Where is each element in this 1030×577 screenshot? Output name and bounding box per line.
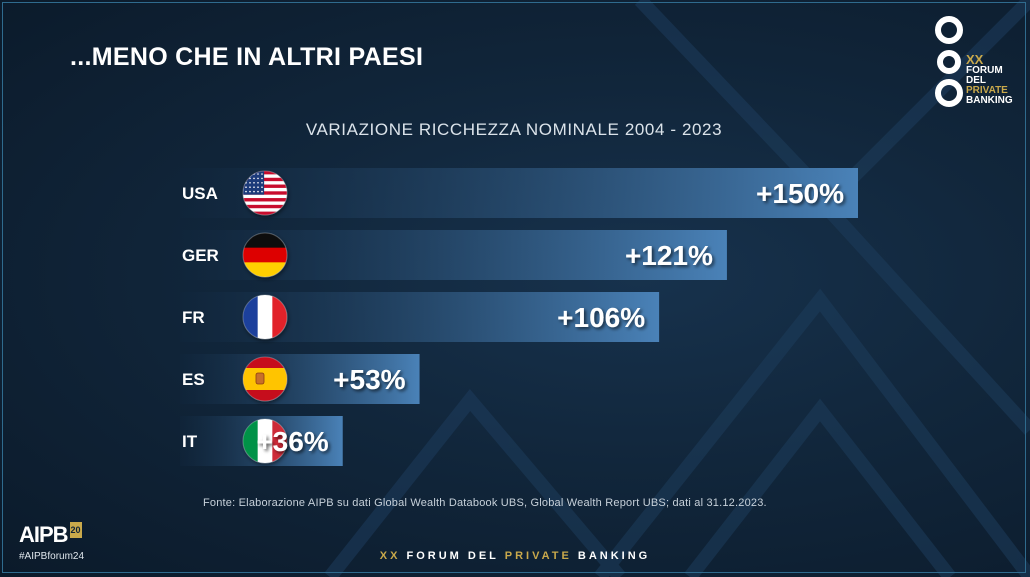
category-label: GER [182, 246, 219, 265]
hashtag: #AIPBforum24 [19, 551, 85, 562]
value-label: +121% [625, 240, 713, 271]
bar-row: IT +36% [180, 416, 343, 466]
forum-logo-private: PRIVATE [966, 85, 1008, 96]
slide-title: ...MENO CHE IN ALTRI PAESI [70, 43, 424, 71]
forum-logo: XX FORUM DEL PRIVATE BANKING [934, 16, 1024, 111]
bar-row: FR +106% [180, 292, 660, 342]
forum-logo-emblem [935, 16, 963, 107]
footer-private: PRIVATE [504, 550, 572, 562]
chart-title: VARIAZIONE RICCHEZZA NOMINALE 2004 - 202… [305, 120, 723, 139]
us-flag-icon [242, 170, 288, 216]
forum-logo-banking: BANKING [966, 95, 1013, 106]
category-label: USA [182, 184, 218, 203]
source-note: Fonte: Elaborazione AIPB su dati Global … [203, 497, 767, 509]
value-label: +150% [756, 178, 844, 209]
footer-banner: XX FORUM DEL PRIVATE BANKING [0, 550, 1030, 562]
footer-xx: XX [379, 550, 401, 562]
footer-forum-del: FORUM DEL [406, 550, 499, 562]
italy-flag-icon [242, 418, 288, 464]
bar-row: GER +121% [180, 230, 727, 280]
category-label: ES [182, 370, 205, 389]
category-label: IT [182, 432, 198, 451]
value-label: +36% [256, 426, 328, 457]
spain-flag-icon [242, 356, 288, 402]
category-label: FR [182, 308, 205, 327]
bar [180, 354, 420, 404]
value-label: +53% [333, 364, 405, 395]
value-label: +106% [557, 302, 645, 333]
germany-flag-icon [242, 232, 288, 278]
aipb-logo-text: AIPB [19, 522, 69, 547]
forum-logo-xx: XX [966, 52, 984, 67]
aipb-logo: AIPB 20 [19, 522, 82, 548]
forum-logo-forum: FORUM [966, 65, 1003, 76]
aipb-anniversary-badge: 20 [69, 522, 82, 538]
bar-row: ES +53% [180, 354, 420, 404]
france-flag-icon [242, 294, 288, 340]
footer-banking: BANKING [577, 550, 651, 562]
bar [180, 168, 858, 218]
forum-logo-del: DEL [966, 75, 986, 86]
bar-row: USA +150% [180, 168, 858, 218]
